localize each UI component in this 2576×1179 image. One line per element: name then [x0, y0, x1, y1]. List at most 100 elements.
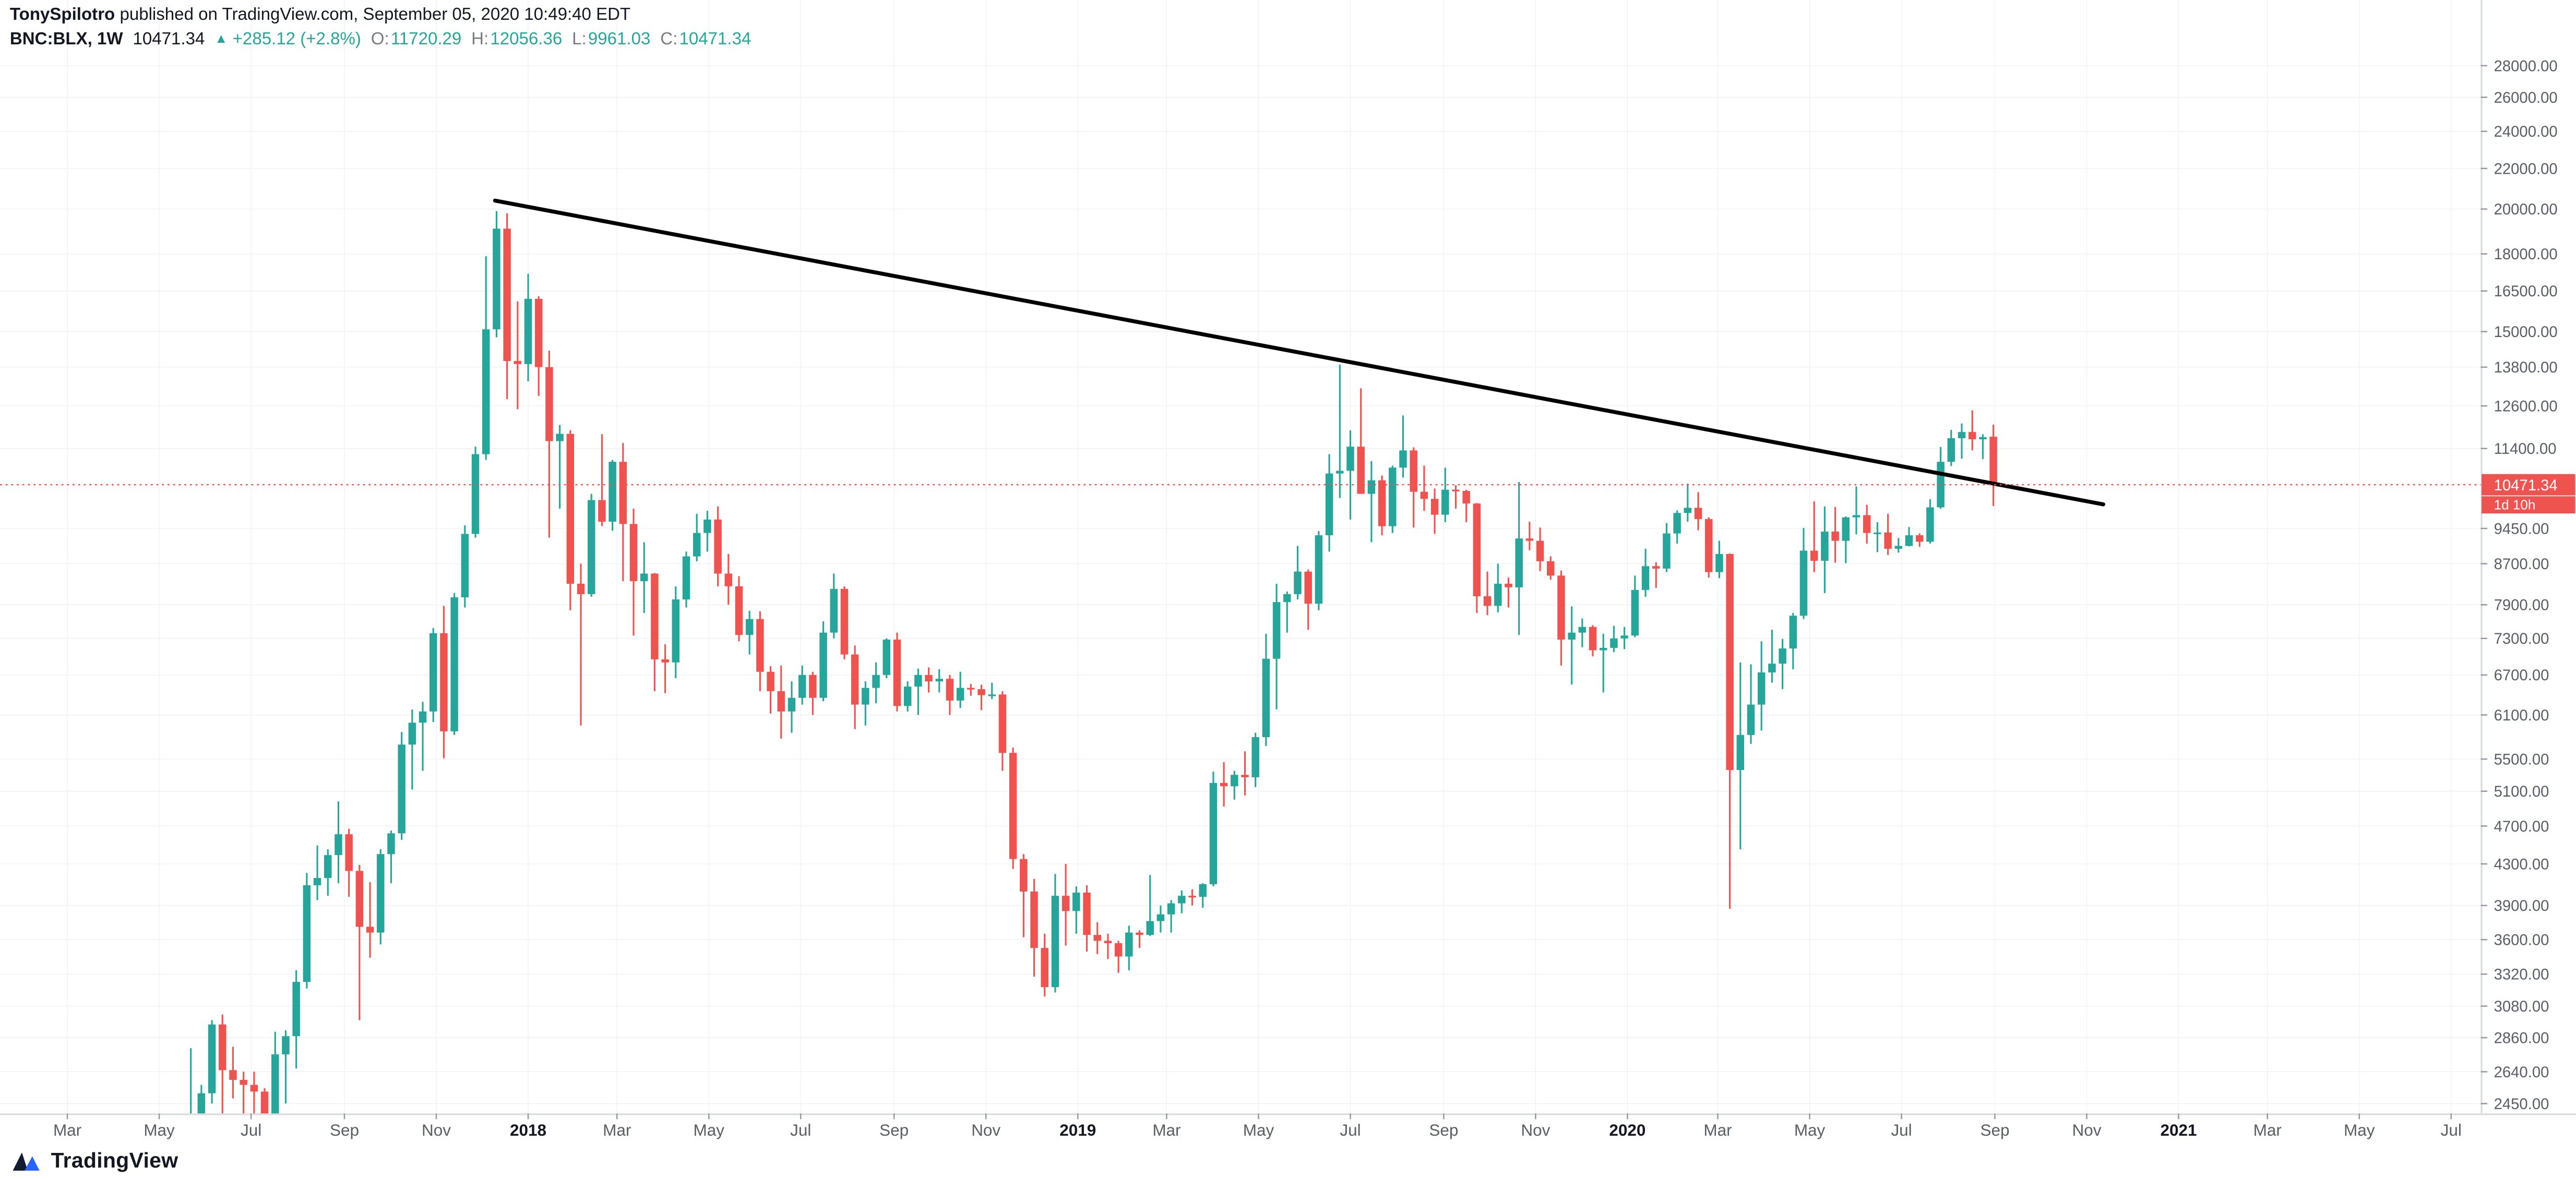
candle-body [197, 1093, 206, 1114]
price-tick-label: 2640.00 [2494, 1064, 2549, 1081]
candle-body [1441, 489, 1449, 515]
price-tick-label: 2450.00 [2494, 1096, 2549, 1113]
candle-body [967, 688, 975, 690]
price-tick-label: 26000.00 [2494, 90, 2558, 106]
candle-body [1199, 884, 1207, 897]
candle-body [1156, 914, 1165, 921]
candle-body [1599, 647, 1607, 651]
price-tick-label: 3600.00 [2494, 932, 2549, 949]
candle-body [1430, 499, 1439, 515]
candle-body [1557, 575, 1565, 640]
candle-body [1178, 896, 1186, 904]
candle-body [1462, 491, 1470, 504]
close-value: C: 10471.34 [660, 29, 751, 52]
candle-body [1505, 583, 1512, 587]
candle-body [714, 519, 722, 574]
candle-body [1779, 648, 1786, 664]
candle-body [1884, 532, 1892, 549]
candle-body [1747, 704, 1755, 735]
candle-body [809, 675, 817, 698]
candle-body [651, 573, 659, 659]
candle-body [1789, 616, 1797, 649]
time-axis[interactable]: Mar May Jul Sep Nov 2018 Mar May Jul Sep Nov 2019 Ma… [53, 1113, 2462, 1139]
candle-body [482, 329, 490, 454]
candle-body [440, 633, 448, 731]
time-axis-label: Sep [1980, 1121, 2009, 1139]
candle-body [1114, 943, 1123, 957]
up-arrow-icon: ▲ [214, 30, 228, 46]
price-tick-label: 12600.00 [2494, 398, 2558, 415]
grid [0, 0, 2481, 1114]
candle-body [1799, 550, 1808, 616]
candle-body [1420, 491, 1428, 499]
candle-body [1821, 532, 1829, 561]
candle-body [577, 583, 585, 594]
price-tick-label: 3900.00 [2494, 898, 2549, 915]
tradingview-footer[interactable]: TradingView [11, 1145, 178, 1176]
candle-body [1515, 538, 1523, 587]
price-tick-label: 6100.00 [2494, 707, 2549, 724]
descending-trendline[interactable] [493, 198, 2105, 507]
candle-body [988, 694, 996, 696]
price-axis[interactable]: 28000.00 26000.00 24000.00 22000.00 20000.00… [2480, 58, 2558, 1113]
time-axis-label: 2020 [1609, 1121, 1645, 1139]
candle-body [229, 1070, 237, 1080]
last-price-axis-label: 10471.34 1d 10h [2481, 474, 2575, 514]
candle-body [587, 500, 595, 594]
candle-body [1989, 437, 1997, 485]
candle-body [1325, 473, 1333, 536]
candle-body [1357, 447, 1365, 494]
high-number: 12056.36 [490, 29, 563, 49]
candle-body [735, 586, 743, 635]
candle-body [1926, 507, 1934, 542]
time-axis-label: 2019 [1059, 1121, 1096, 1139]
candle-body [1958, 432, 1966, 438]
candle-body [1673, 513, 1681, 534]
candle-body [398, 744, 406, 834]
candle-body [1389, 467, 1397, 526]
candle-body [1905, 535, 1913, 546]
candle-body [1536, 540, 1544, 561]
price-tick-label: 3320.00 [2494, 967, 2549, 983]
candle-body [377, 854, 385, 933]
price-tick-label: 3080.00 [2494, 998, 2549, 1015]
candle-body [1947, 438, 1955, 462]
candle-body [703, 519, 711, 533]
candle-body [1620, 635, 1628, 639]
candle-body [1715, 554, 1723, 572]
chart-header: TonySpilotro published on TradingView.co… [10, 5, 751, 51]
time-axis-label: Mar [1703, 1121, 1732, 1139]
candle-body [471, 454, 480, 534]
price-tick-label: 15000.00 [2494, 324, 2558, 341]
candle-body [219, 1024, 226, 1070]
time-axis-label: Nov [971, 1121, 1000, 1139]
countdown-label-bg [2481, 496, 2575, 514]
low-number: 9961.03 [588, 29, 651, 49]
close-number: 10471.34 [679, 29, 752, 49]
time-axis-label: Jul [241, 1121, 261, 1139]
candle-body [609, 462, 616, 522]
candle-body [1062, 896, 1070, 911]
author-name: TonySpilotro [9, 5, 115, 25]
candle-body [1578, 627, 1587, 633]
candle-body [893, 640, 901, 706]
time-axis-label: Nov [2072, 1121, 2101, 1139]
candle-body [851, 654, 859, 705]
candle-body [914, 675, 922, 687]
candle-body [1378, 480, 1386, 526]
candle-body [1051, 896, 1059, 988]
candle-body [1968, 432, 1976, 440]
time-axis-label: Jul [790, 1121, 811, 1139]
time-axis-label: Mar [2253, 1121, 2282, 1139]
time-axis-label: May [1794, 1121, 1826, 1139]
price-tick-label: 28000.00 [2494, 58, 2558, 75]
candle-body [282, 1036, 290, 1055]
candle-body [682, 556, 690, 600]
price-tick-label: 6700.00 [2494, 667, 2549, 684]
price-tick-label: 5100.00 [2494, 784, 2549, 800]
candle-body [1684, 508, 1692, 513]
candle-body [977, 689, 985, 695]
candle-body [271, 1054, 279, 1114]
time-axis-label: Nov [1521, 1121, 1550, 1139]
